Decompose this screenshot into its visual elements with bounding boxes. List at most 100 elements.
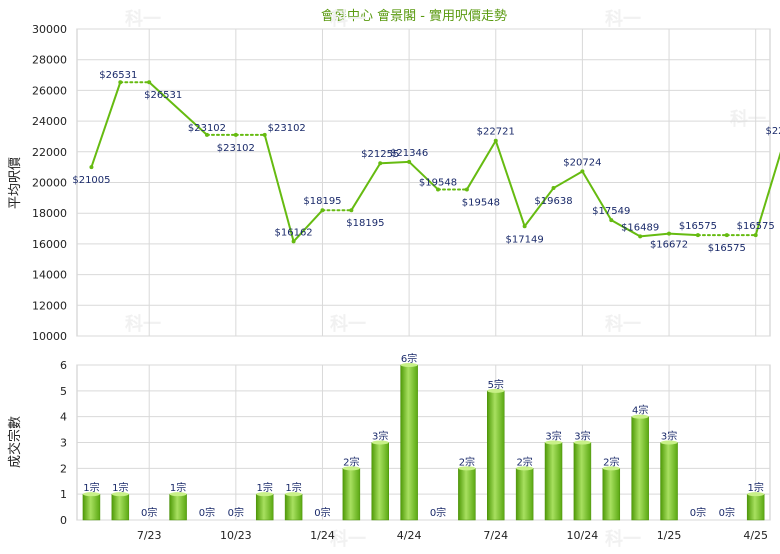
count-bar-cap — [660, 440, 678, 445]
count-data-label: 3宗 — [574, 430, 590, 443]
price-plot: 10000 12000 14000 16000 18000 20000 22000 24000… — [32, 23, 780, 343]
price-data-label: $23102 — [268, 123, 306, 134]
price-data-label: $16489 — [621, 222, 659, 233]
count-data-label: 0宗 — [719, 506, 735, 519]
count-data-label: 2宗 — [459, 455, 475, 468]
x-tick-label: 7/23 — [137, 529, 162, 542]
count-y-tick-label: 0 — [60, 514, 67, 527]
price-data-label: $23102 — [217, 143, 255, 154]
count-bar — [602, 468, 621, 521]
price-line-segment — [90, 81, 122, 169]
watermark-text: 科一 — [330, 528, 366, 550]
count-data-label: 2宗 — [603, 455, 619, 468]
price-line-segment — [292, 209, 324, 243]
count-bar — [573, 442, 592, 521]
price-line-segment — [408, 160, 439, 191]
price-data-label: $16672 — [650, 240, 688, 251]
price-point — [436, 187, 440, 192]
price-line-segment — [465, 139, 497, 191]
price-data-label: $23102 — [188, 123, 226, 134]
price-point — [291, 239, 296, 244]
price-data-label: $21346 — [390, 148, 428, 159]
price-line-segment — [494, 139, 526, 228]
x-tick-label: 10/24 — [567, 529, 599, 542]
price-y-tick-label: 10000 — [32, 330, 67, 343]
price-point — [233, 132, 238, 137]
price-data-label: $17149 — [506, 234, 544, 245]
price-data-label: $19548 — [419, 177, 457, 188]
x-tick-label: 1/25 — [657, 529, 682, 542]
count-bar-cap — [458, 466, 476, 471]
chart-title: 會展中心 會景閣 - 實用呎價走勢 — [321, 8, 507, 24]
count-data-label: 3宗 — [661, 430, 677, 443]
watermark-text: 科一 — [730, 108, 766, 130]
price-point — [493, 138, 498, 143]
count-data-label: 0宗 — [314, 506, 330, 519]
price-axis-label: 平均呎價 — [8, 157, 23, 209]
count-data-label: 0宗 — [199, 506, 215, 519]
price-data-label: $26531 — [144, 90, 182, 101]
price-point — [89, 165, 94, 170]
count-data-label: 5宗 — [488, 378, 504, 391]
price-data-label: $16162 — [275, 227, 313, 238]
count-bar-cap — [545, 440, 563, 445]
price-data-label: $22771 — [765, 126, 780, 137]
price-line-segment — [668, 232, 699, 237]
price-data-label: $18195 — [303, 196, 341, 207]
count-data-label: 6宗 — [401, 352, 417, 365]
price-line-segment — [350, 162, 382, 212]
price-line-segment — [379, 160, 411, 165]
count-bar-cap — [400, 363, 418, 367]
count-bar — [400, 364, 418, 521]
watermark-text: 科一 — [330, 313, 366, 335]
price-point — [118, 80, 123, 85]
count-data-label: 2宗 — [343, 455, 359, 468]
count-bar-cap — [371, 440, 389, 445]
x-tick-label: 4/25 — [743, 529, 768, 542]
count-data-label: 1宗 — [83, 481, 99, 494]
price-data-label: $26531 — [99, 70, 137, 81]
count-data-label: 3宗 — [545, 430, 561, 443]
count-bar — [255, 493, 274, 521]
count-bar — [284, 493, 303, 521]
watermark-text: 科一 — [125, 8, 161, 30]
count-bar-cap — [82, 492, 100, 497]
count-data-label: 4宗 — [632, 404, 648, 417]
count-data-label: 2宗 — [516, 455, 532, 468]
count-bar-cap — [487, 388, 505, 393]
watermark-text: 科一 — [605, 8, 641, 30]
count-bar-cap — [516, 466, 534, 471]
price-y-tick-label: 12000 — [32, 299, 67, 312]
count-data-label: 0宗 — [690, 506, 706, 519]
price-point — [464, 187, 469, 192]
count-bar-cap — [747, 492, 765, 497]
price-point — [407, 159, 412, 164]
count-data-label: 1宗 — [170, 481, 186, 494]
price-point — [609, 218, 614, 223]
price-line-segment — [610, 219, 642, 238]
count-bar-cap — [573, 440, 591, 445]
count-bar-cap — [631, 414, 649, 419]
price-data-label: $17549 — [592, 206, 630, 217]
price-line-segment — [552, 170, 584, 190]
x-tick-label: 7/24 — [483, 529, 508, 542]
count-data-label: 0宗 — [430, 506, 446, 519]
count-data-label: 3宗 — [372, 430, 388, 443]
count-data-label: 1宗 — [285, 481, 301, 494]
count-bar-cap — [285, 492, 303, 497]
count-plot: 0 1 2 3 4 5 6 1宗 1宗 0宗 1宗 0宗 0宗 1宗 1宗 0宗 2宗 3宗 6宗 0宗 2宗 5宗 2宗 3… — [60, 352, 771, 542]
price-point — [522, 224, 527, 229]
price-y-tick-label: 18000 — [32, 207, 67, 220]
price-line-segment — [581, 170, 613, 222]
price-point — [724, 233, 729, 238]
price-data-label: $19638 — [534, 196, 572, 207]
count-y-tick-label: 6 — [60, 359, 67, 372]
count-y-tick-label: 1 — [60, 488, 67, 501]
price-data-label: $21005 — [72, 175, 110, 186]
count-bar-cap — [111, 492, 129, 497]
count-data-label: 0宗 — [141, 506, 157, 519]
count-bar — [660, 442, 678, 521]
price-y-tick-label: 30000 — [32, 23, 67, 36]
x-tick-label: 1/24 — [310, 529, 335, 542]
